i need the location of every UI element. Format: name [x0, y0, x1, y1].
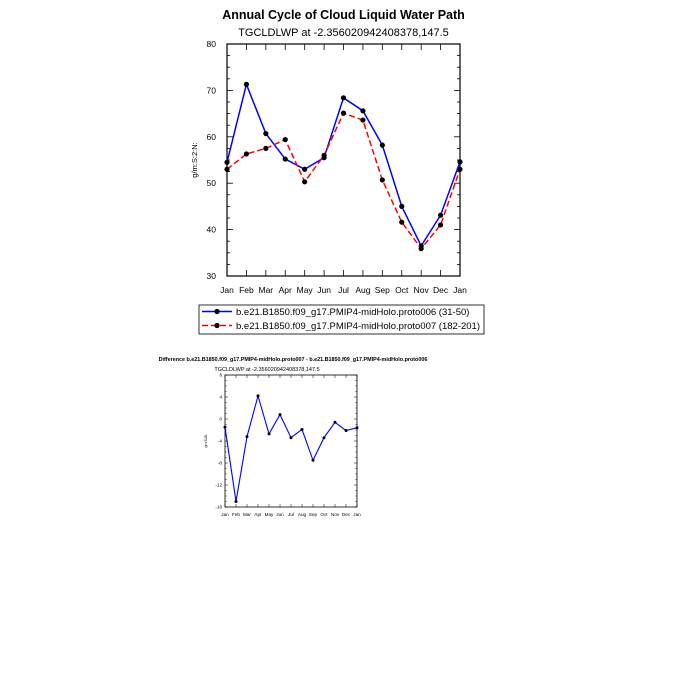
data-point: [321, 152, 327, 158]
data-point: [333, 420, 337, 424]
x-tick-label: Sep: [309, 512, 318, 517]
data-point: [360, 117, 366, 123]
data-point: [278, 413, 282, 417]
data-point: [243, 151, 250, 157]
data-point: [437, 222, 444, 228]
data-point: [302, 179, 308, 185]
series-line-1: [224, 393, 358, 502]
data-point: [399, 219, 405, 225]
x-tick-label: Jun: [276, 512, 284, 517]
x-tick-label: Nov: [414, 285, 430, 295]
chart-title: Difference b.e21.B1850.f09_g17.PMIP4-mid…: [159, 357, 428, 363]
x-tick-label: Dec: [342, 512, 351, 517]
x-tick-label: Mar: [243, 512, 251, 517]
legend-label: b.e21.B1850.f09_g17.PMIP4-midHolo.proto0…: [236, 307, 469, 318]
y-tick-label: -16: [215, 505, 222, 510]
data-point: [311, 458, 315, 462]
x-tick-label: Apr: [279, 285, 292, 295]
y-tick-label: -12: [215, 483, 222, 488]
x-tick-label: Jun: [317, 285, 331, 295]
data-point: [263, 145, 269, 151]
y-tick-label: 70: [207, 85, 217, 95]
legend-marker: [214, 322, 220, 329]
data-point: [340, 95, 347, 101]
x-tick-label: Jul: [338, 285, 349, 295]
chart-legend: b.e21.B1850.f09_g17.PMIP4-midHolo.proto0…: [198, 304, 485, 335]
series-line-1: [226, 81, 461, 248]
data-point: [245, 435, 249, 439]
data-point: [267, 432, 271, 436]
x-tick-label: Oct: [320, 512, 328, 517]
x-tick-label: Oct: [395, 285, 409, 295]
data-point: [263, 130, 269, 137]
data-point: [282, 136, 288, 143]
y-tick-label: -8: [218, 461, 223, 466]
data-point: [234, 500, 238, 503]
y-tick-label: 40: [207, 225, 217, 235]
y-tick-label: 80: [207, 39, 217, 49]
x-tick-label: Feb: [239, 285, 254, 295]
data-point: [360, 108, 366, 114]
data-point: [223, 425, 227, 429]
data-point: [256, 394, 260, 398]
data-point: [399, 203, 405, 209]
data-point: [322, 436, 326, 440]
data-point: [302, 166, 308, 172]
data-point: [282, 156, 288, 162]
series-line-2: [226, 112, 461, 250]
x-tick-label: Aug: [355, 285, 370, 295]
data-point: [355, 426, 359, 430]
data-point: [418, 246, 424, 252]
data-point: [437, 212, 444, 218]
x-tick-label: Mar: [259, 285, 274, 295]
x-tick-label: Jul: [288, 512, 294, 517]
y-tick-label: 8: [219, 373, 222, 378]
data-point: [457, 166, 463, 172]
chart-subtitle: TGCLDLWP at -2.356020942408378,147.5: [238, 27, 449, 39]
legend-marker: [214, 308, 220, 315]
x-tick-label: Jan: [453, 285, 467, 295]
x-tick-label: Sep: [375, 285, 390, 295]
x-tick-label: May: [297, 285, 314, 295]
difference-chart: Difference b.e21.B1850.f09_g17.PMIP4-mid…: [159, 357, 428, 517]
data-point: [379, 177, 385, 183]
plot-frame: [226, 43, 461, 277]
y-tick-label: -4: [218, 439, 223, 444]
x-tick-label: Dec: [433, 285, 449, 295]
data-point: [340, 110, 347, 116]
x-tick-label: Nov: [331, 512, 340, 517]
x-tick-label: Jan: [220, 285, 234, 295]
data-point: [289, 436, 293, 440]
x-tick-label: Feb: [232, 512, 240, 517]
data-point: [300, 427, 304, 431]
data-point: [224, 166, 230, 172]
y-axis-label: gm/S2N: [204, 434, 208, 447]
cloud-water-annual-cycle-chart: Annual Cycle of Cloud Liquid Water Path T…: [190, 8, 467, 295]
y-tick-label: 4: [219, 395, 222, 400]
data-point: [379, 142, 385, 148]
data-point: [344, 429, 348, 433]
x-tick-label: May: [265, 512, 274, 517]
x-tick-label: Jan: [353, 512, 361, 517]
data-point: [457, 159, 463, 165]
legend-box: [198, 304, 485, 335]
chart-title: Annual Cycle of Cloud Liquid Water Path: [222, 8, 465, 22]
y-tick-label: 50: [207, 178, 217, 188]
chart-subtitle: TGCLDLWP at -2.356020942408378,147.5: [214, 367, 319, 373]
x-tick-label: Jan: [221, 512, 229, 517]
y-tick-label: 30: [207, 271, 217, 281]
y-tick-label: 60: [207, 132, 217, 142]
y-tick-label: 0: [219, 417, 222, 422]
legend-label: b.e21.B1850.f09_g17.PMIP4-midHolo.proto0…: [236, 321, 480, 332]
x-tick-label: Apr: [254, 512, 262, 517]
data-point: [224, 159, 230, 165]
data-point: [243, 81, 250, 87]
y-axis-label: g/m:S:2:N:: [190, 142, 199, 177]
plot-frame: [224, 374, 358, 508]
x-tick-label: Aug: [298, 512, 307, 517]
